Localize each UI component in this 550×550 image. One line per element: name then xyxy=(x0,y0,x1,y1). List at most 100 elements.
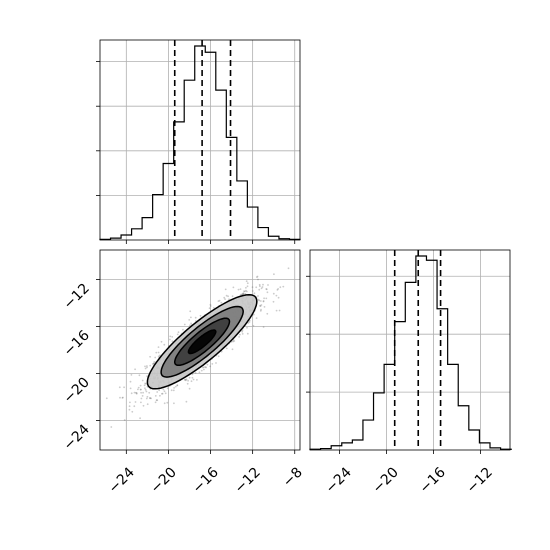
sample-point xyxy=(143,384,146,387)
sample-point xyxy=(137,386,140,389)
axes-frame-param2-marginal xyxy=(309,249,511,451)
sample-point xyxy=(176,384,179,387)
sample-point xyxy=(158,389,161,392)
sample-point xyxy=(137,388,139,391)
sample-point xyxy=(246,282,249,285)
sample-point xyxy=(131,410,134,413)
sample-point xyxy=(218,299,221,302)
sample-point xyxy=(144,387,146,390)
sample-point xyxy=(161,392,163,395)
sample-point xyxy=(251,290,254,292)
sample-point xyxy=(263,306,266,308)
sample-point xyxy=(260,304,263,306)
sample-point xyxy=(119,396,121,399)
sample-point xyxy=(190,322,193,325)
sample-point xyxy=(145,390,148,393)
sample-point xyxy=(242,292,245,295)
sample-point xyxy=(263,297,265,300)
sample-point xyxy=(265,288,268,291)
sample-point xyxy=(190,316,192,319)
sample-point xyxy=(148,391,151,394)
sample-point xyxy=(253,292,256,295)
sample-point xyxy=(246,290,248,293)
sample-point xyxy=(157,351,160,354)
sample-point xyxy=(163,402,166,405)
sample-point xyxy=(171,336,174,338)
sample-point xyxy=(223,296,226,299)
sample-point xyxy=(245,286,247,289)
histogram-param2 xyxy=(309,255,512,450)
sample-point xyxy=(238,336,241,338)
sample-point xyxy=(275,294,278,297)
sample-point xyxy=(241,333,244,335)
sample-point xyxy=(227,295,230,298)
contour-lines xyxy=(146,293,258,390)
sample-point xyxy=(141,395,144,397)
sample-point xyxy=(246,326,248,329)
sample-point xyxy=(154,401,157,404)
sample-point xyxy=(142,391,145,394)
sample-point xyxy=(154,395,157,397)
sample-point xyxy=(123,386,125,389)
sample-point xyxy=(139,417,142,420)
histogram-steps-param2 xyxy=(309,255,512,450)
sample-point xyxy=(144,388,147,391)
sample-point xyxy=(134,368,137,371)
sample-point xyxy=(266,312,269,315)
sample-point xyxy=(156,399,159,402)
sample-point xyxy=(189,310,192,313)
sample-point xyxy=(144,382,147,385)
sample-point xyxy=(262,326,265,328)
sample-point xyxy=(142,404,145,407)
sample-point xyxy=(209,365,212,368)
sample-point xyxy=(170,389,173,392)
sample-point xyxy=(199,314,202,317)
marginal-histogram-param2 xyxy=(306,249,512,454)
sample-point xyxy=(118,386,121,389)
sample-point xyxy=(248,321,251,323)
sample-point xyxy=(166,387,169,390)
sample-point xyxy=(287,267,290,270)
sample-point xyxy=(246,285,249,288)
density-region-1 xyxy=(188,330,216,354)
sample-point xyxy=(129,387,132,390)
sample-point xyxy=(152,362,155,365)
sample-point xyxy=(146,375,149,377)
sample-point xyxy=(258,299,261,302)
sample-point xyxy=(187,379,190,382)
sample-point xyxy=(262,300,265,303)
sample-point xyxy=(140,401,142,404)
sample-point xyxy=(211,363,214,365)
sample-point xyxy=(155,399,158,402)
sample-point xyxy=(241,329,244,332)
sample-point xyxy=(245,289,247,292)
sample-point xyxy=(265,297,268,300)
sample-point xyxy=(156,391,159,393)
sample-point xyxy=(242,292,245,295)
sample-point xyxy=(275,309,278,312)
sample-point xyxy=(228,298,230,301)
sample-point xyxy=(146,403,149,406)
histogram-param1 xyxy=(99,45,301,240)
sample-point xyxy=(139,384,142,387)
sample-point xyxy=(176,384,179,386)
sample-point xyxy=(237,288,240,291)
sample-point xyxy=(146,365,148,367)
sample-point xyxy=(191,373,194,376)
sample-point xyxy=(171,340,174,343)
contour-line-3 xyxy=(160,305,244,378)
ticks-joint xyxy=(96,279,296,454)
sample-point xyxy=(259,310,262,312)
sample-point xyxy=(155,351,158,354)
sample-point xyxy=(261,286,264,288)
sample-point xyxy=(239,288,242,290)
sample-point xyxy=(272,292,275,295)
sample-point xyxy=(173,402,175,405)
sample-point xyxy=(157,355,160,358)
axes-frame-joint xyxy=(99,249,301,451)
sample-point xyxy=(122,396,124,399)
sample-point xyxy=(140,397,143,400)
sample-point xyxy=(145,397,148,400)
